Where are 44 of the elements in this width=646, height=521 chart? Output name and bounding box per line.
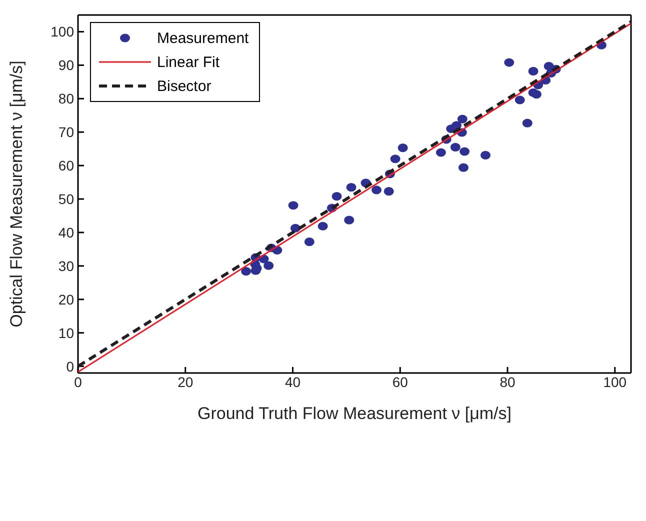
point [457, 114, 468, 124]
point [384, 187, 394, 196]
point [332, 192, 342, 201]
x-tick-label: 80 [500, 374, 516, 390]
point [288, 201, 298, 210]
point [514, 96, 525, 104]
y-tick-label: 60 [58, 158, 74, 174]
point [318, 222, 328, 230]
point [241, 266, 252, 276]
point [344, 216, 354, 224]
point [436, 148, 446, 157]
y-tick-label: 10 [58, 324, 74, 341]
point [450, 142, 460, 152]
y-tick-label: 50 [58, 190, 74, 207]
legend-label: Bisector [157, 78, 212, 94]
point [458, 163, 468, 172]
point [504, 58, 514, 67]
y-tick-label: 20 [58, 291, 74, 308]
point [460, 147, 470, 156]
point [390, 154, 400, 164]
point [372, 186, 382, 194]
point [480, 150, 490, 160]
y-tick-label: 30 [58, 258, 74, 274]
y-tick-label: 100 [50, 24, 74, 40]
point [304, 238, 314, 246]
point [532, 90, 542, 99]
point [522, 118, 532, 128]
point [346, 183, 356, 192]
y-axis-title: Optical Flow Measurement ν [μm/s] [7, 60, 26, 328]
point [264, 261, 274, 270]
x-tick-label: 20 [178, 374, 194, 390]
y-tick-label: 90 [58, 57, 74, 74]
y-tick-label: 40 [58, 224, 74, 240]
y-tick-label: 0 [66, 358, 74, 374]
x-tick-label: 60 [392, 374, 408, 390]
point [528, 66, 538, 76]
x-axis-title: Ground Truth Flow Measurement ν [μm/s] [197, 404, 512, 423]
legend-label: Linear Fit [157, 54, 220, 70]
x-tick-label: 40 [284, 374, 301, 390]
x-tick-label: 100 [603, 374, 627, 390]
y-tick-label: 70 [58, 124, 74, 140]
legend-label: Measurement [157, 30, 249, 46]
y-tick-label: 80 [58, 90, 74, 107]
point [398, 144, 408, 152]
